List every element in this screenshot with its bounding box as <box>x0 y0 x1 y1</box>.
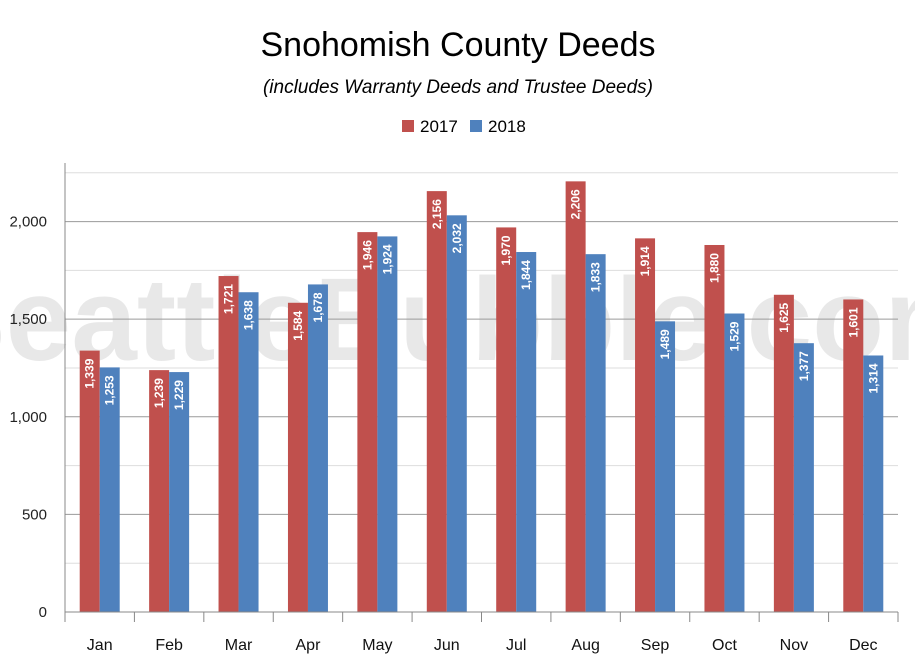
x-tick-label-jan: Jan <box>87 637 113 654</box>
bar-2018-apr[interactable] <box>307 284 328 612</box>
data-label-2018-jul: 1,844 <box>519 260 533 290</box>
y-tick-label: 1,000 <box>9 409 47 426</box>
bar-2017-dec[interactable] <box>843 299 864 612</box>
legend-label-2018: 2018 <box>488 117 526 136</box>
data-label-2018-aug: 1,833 <box>589 262 603 292</box>
data-label-2018-oct: 1,529 <box>727 321 741 351</box>
bar-2018-may[interactable] <box>377 236 398 612</box>
bar-2017-sep[interactable] <box>635 238 656 612</box>
x-tick-label-nov: Nov <box>780 637 808 654</box>
bar-2017-mar[interactable] <box>218 276 239 612</box>
x-tick-label-mar: Mar <box>225 637 253 654</box>
data-labels-layer: 1,339 1,253 1,239 1,229 1,721 1,638 1,584 1,678… <box>83 189 881 410</box>
bar-2018-aug[interactable] <box>585 254 606 613</box>
bar-2017-oct[interactable] <box>704 244 725 612</box>
data-label-2018-sep: 1,489 <box>658 329 672 359</box>
bar-2017-nov[interactable] <box>773 294 794 612</box>
legend-label-2017: 2017 <box>420 117 458 136</box>
bar-2018-dec[interactable] <box>863 355 884 612</box>
y-tick-label: 0 <box>39 604 47 621</box>
bars-layer <box>79 181 884 613</box>
data-label-2017-jan: 1,339 <box>83 358 97 388</box>
y-tick-label: 2,000 <box>9 214 47 231</box>
data-label-2017-sep: 1,914 <box>638 246 652 276</box>
data-label-2018-mar: 1,638 <box>242 300 256 330</box>
y-tick-label: 1,500 <box>9 311 47 328</box>
data-label-2017-may: 1,946 <box>360 240 374 270</box>
x-tick-label-oct: Oct <box>712 637 737 654</box>
bar-2017-jan[interactable] <box>79 350 100 612</box>
bar-2017-aug[interactable] <box>565 181 586 612</box>
bar-2017-apr[interactable] <box>287 302 308 612</box>
y-tick-label: 500 <box>22 506 47 523</box>
data-label-2018-jun: 2,032 <box>450 223 464 253</box>
x-tick-label-sep: Sep <box>641 637 670 654</box>
data-label-2018-may: 1,924 <box>380 244 394 274</box>
bar-2018-feb[interactable] <box>169 372 190 612</box>
x-tick-label-may: May <box>362 637 392 654</box>
data-label-2018-jan: 1,253 <box>103 375 117 405</box>
bar-2017-may[interactable] <box>357 232 378 612</box>
x-tick-label-apr: Apr <box>296 637 322 654</box>
x-tick-label-feb: Feb <box>155 637 183 654</box>
data-label-2018-feb: 1,229 <box>172 380 186 410</box>
data-label-2018-apr: 1,678 <box>311 292 325 322</box>
legend-item-2017[interactable]: 2017 <box>402 117 458 136</box>
data-label-2017-apr: 1,584 <box>291 310 305 340</box>
x-tick-label-jul: Jul <box>506 637 526 654</box>
bar-2018-jul[interactable] <box>516 252 537 612</box>
data-label-2017-dec: 1,601 <box>846 307 860 337</box>
legend-swatch-2018 <box>470 120 482 132</box>
bar-2017-feb[interactable] <box>149 370 170 612</box>
bar-2018-oct[interactable] <box>724 313 745 612</box>
bar-2018-jan[interactable] <box>99 367 120 612</box>
axis-layer: 0 500 1,000 1,500 2,000 Jan Feb Mar Apr May Jun Jul… <box>9 163 899 654</box>
legend-item-2018[interactable]: 2018 <box>470 117 526 136</box>
chart-subtitle: (includes Warranty Deeds and Trustee Dee… <box>263 77 653 98</box>
bar-2018-nov[interactable] <box>793 343 814 612</box>
bar-2018-jun[interactable] <box>446 215 467 612</box>
data-label-2017-oct: 1,880 <box>707 253 721 283</box>
legend-swatch-2017 <box>402 120 414 132</box>
bar-2017-jul[interactable] <box>496 227 517 612</box>
chart-title: Snohomish County Deeds <box>260 26 655 64</box>
x-tick-label-jun: Jun <box>434 637 460 654</box>
bar-2018-mar[interactable] <box>238 292 259 612</box>
data-label-2017-aug: 2,206 <box>569 189 583 219</box>
data-label-2017-feb: 1,239 <box>152 378 166 408</box>
bar-2017-jun[interactable] <box>426 191 447 612</box>
grid-layer <box>65 172 898 613</box>
data-label-2017-mar: 1,721 <box>222 284 236 314</box>
x-tick-label-aug: Aug <box>571 637 599 654</box>
data-label-2018-nov: 1,377 <box>797 351 811 381</box>
data-label-2017-jun: 2,156 <box>430 199 444 229</box>
bar-2018-sep[interactable] <box>655 321 676 612</box>
data-label-2017-jul: 1,970 <box>499 235 513 265</box>
x-tick-label-dec: Dec <box>849 637 877 654</box>
data-label-2017-nov: 1,625 <box>777 302 791 332</box>
data-label-2018-dec: 1,314 <box>866 363 880 393</box>
legend: 2017 2018 <box>402 117 526 136</box>
